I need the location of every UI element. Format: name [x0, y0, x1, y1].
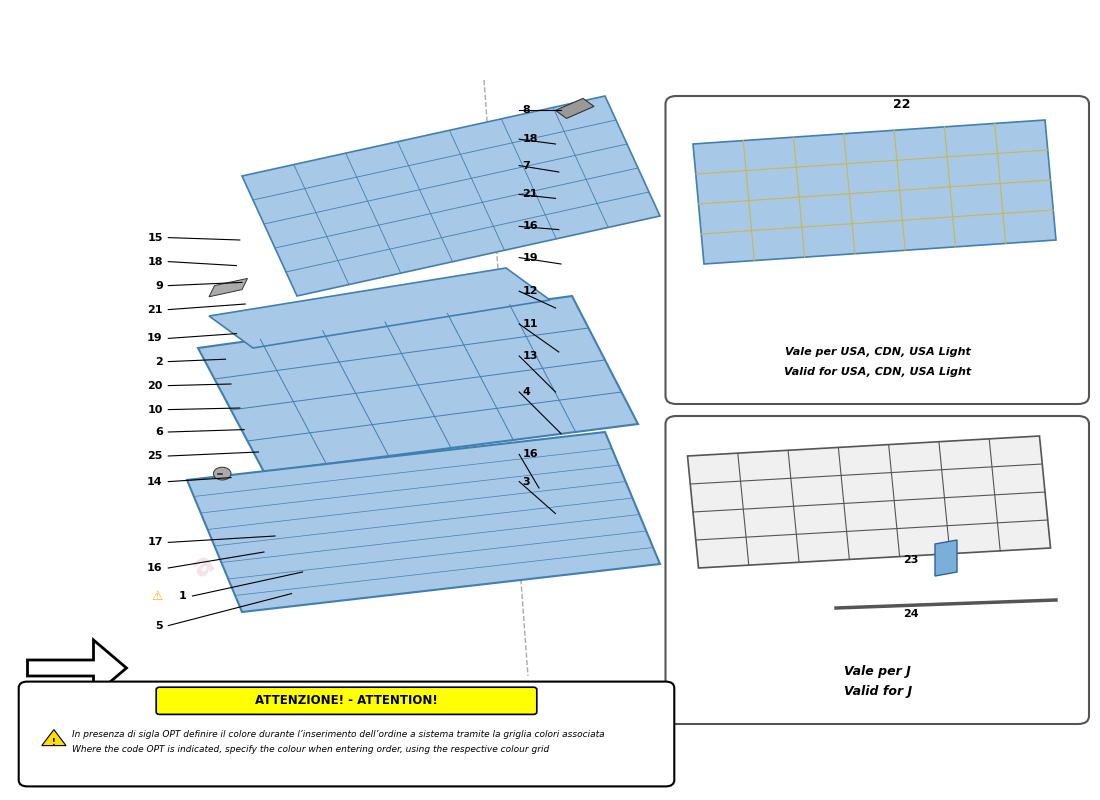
- Polygon shape: [242, 96, 660, 296]
- Polygon shape: [209, 268, 550, 348]
- Text: 6: 6: [155, 427, 163, 437]
- Text: 18: 18: [147, 257, 163, 266]
- Text: a parts4 darts signing.com: a parts4 darts signing.com: [187, 295, 583, 585]
- Text: Vale per J: Vale per J: [845, 666, 911, 678]
- Polygon shape: [187, 432, 660, 612]
- Text: 11: 11: [522, 319, 538, 329]
- Text: Valid for USA, CDN, USA Light: Valid for USA, CDN, USA Light: [784, 367, 971, 377]
- Text: 10: 10: [147, 405, 163, 414]
- Text: 12: 12: [522, 286, 538, 296]
- Text: Vale per USA, CDN, USA Light: Vale per USA, CDN, USA Light: [785, 347, 970, 357]
- Text: 13: 13: [522, 351, 538, 361]
- Text: 25: 25: [147, 451, 163, 461]
- Text: 16: 16: [147, 563, 163, 573]
- Text: 20: 20: [147, 381, 163, 390]
- Text: 3: 3: [522, 477, 530, 486]
- Polygon shape: [688, 436, 1050, 568]
- Text: ⚠: ⚠: [152, 590, 163, 602]
- Text: !: !: [52, 738, 56, 747]
- Text: 22: 22: [893, 98, 911, 110]
- Text: 23: 23: [903, 555, 918, 565]
- Text: 19: 19: [522, 253, 538, 262]
- FancyBboxPatch shape: [666, 416, 1089, 724]
- Text: 7: 7: [522, 161, 530, 170]
- Text: 1: 1: [178, 591, 186, 601]
- Text: ATTENZIONE! - ATTENTION!: ATTENZIONE! - ATTENTION!: [255, 694, 438, 707]
- Text: Where the code OPT is indicated, specify the colour when entering order, using t: Where the code OPT is indicated, specify…: [72, 745, 549, 754]
- Polygon shape: [693, 120, 1056, 264]
- Text: 18: 18: [522, 134, 538, 144]
- Text: 21: 21: [522, 190, 538, 199]
- Text: 24: 24: [903, 610, 918, 619]
- Polygon shape: [209, 278, 248, 297]
- Text: 5: 5: [155, 621, 163, 630]
- Text: Valid for J: Valid for J: [844, 686, 912, 698]
- Text: 16: 16: [522, 222, 538, 231]
- Text: 14: 14: [147, 477, 163, 486]
- FancyBboxPatch shape: [156, 687, 537, 714]
- Text: 21: 21: [147, 305, 163, 314]
- Polygon shape: [198, 296, 638, 472]
- Polygon shape: [42, 730, 66, 746]
- Text: 15: 15: [147, 233, 163, 242]
- Text: In presenza di sigla OPT definire il colore durante l’inserimento dell’ordine a : In presenza di sigla OPT definire il col…: [72, 730, 604, 739]
- FancyBboxPatch shape: [19, 682, 674, 786]
- Polygon shape: [556, 98, 594, 118]
- Circle shape: [213, 467, 231, 480]
- Polygon shape: [28, 640, 126, 696]
- Polygon shape: [935, 540, 957, 576]
- Text: 9: 9: [155, 281, 163, 290]
- Text: 19: 19: [147, 334, 163, 343]
- FancyBboxPatch shape: [666, 96, 1089, 404]
- Text: 2: 2: [155, 357, 163, 366]
- Text: 17: 17: [147, 538, 163, 547]
- Text: 8: 8: [522, 106, 530, 115]
- Text: 4: 4: [522, 387, 530, 397]
- Text: 16: 16: [522, 450, 538, 459]
